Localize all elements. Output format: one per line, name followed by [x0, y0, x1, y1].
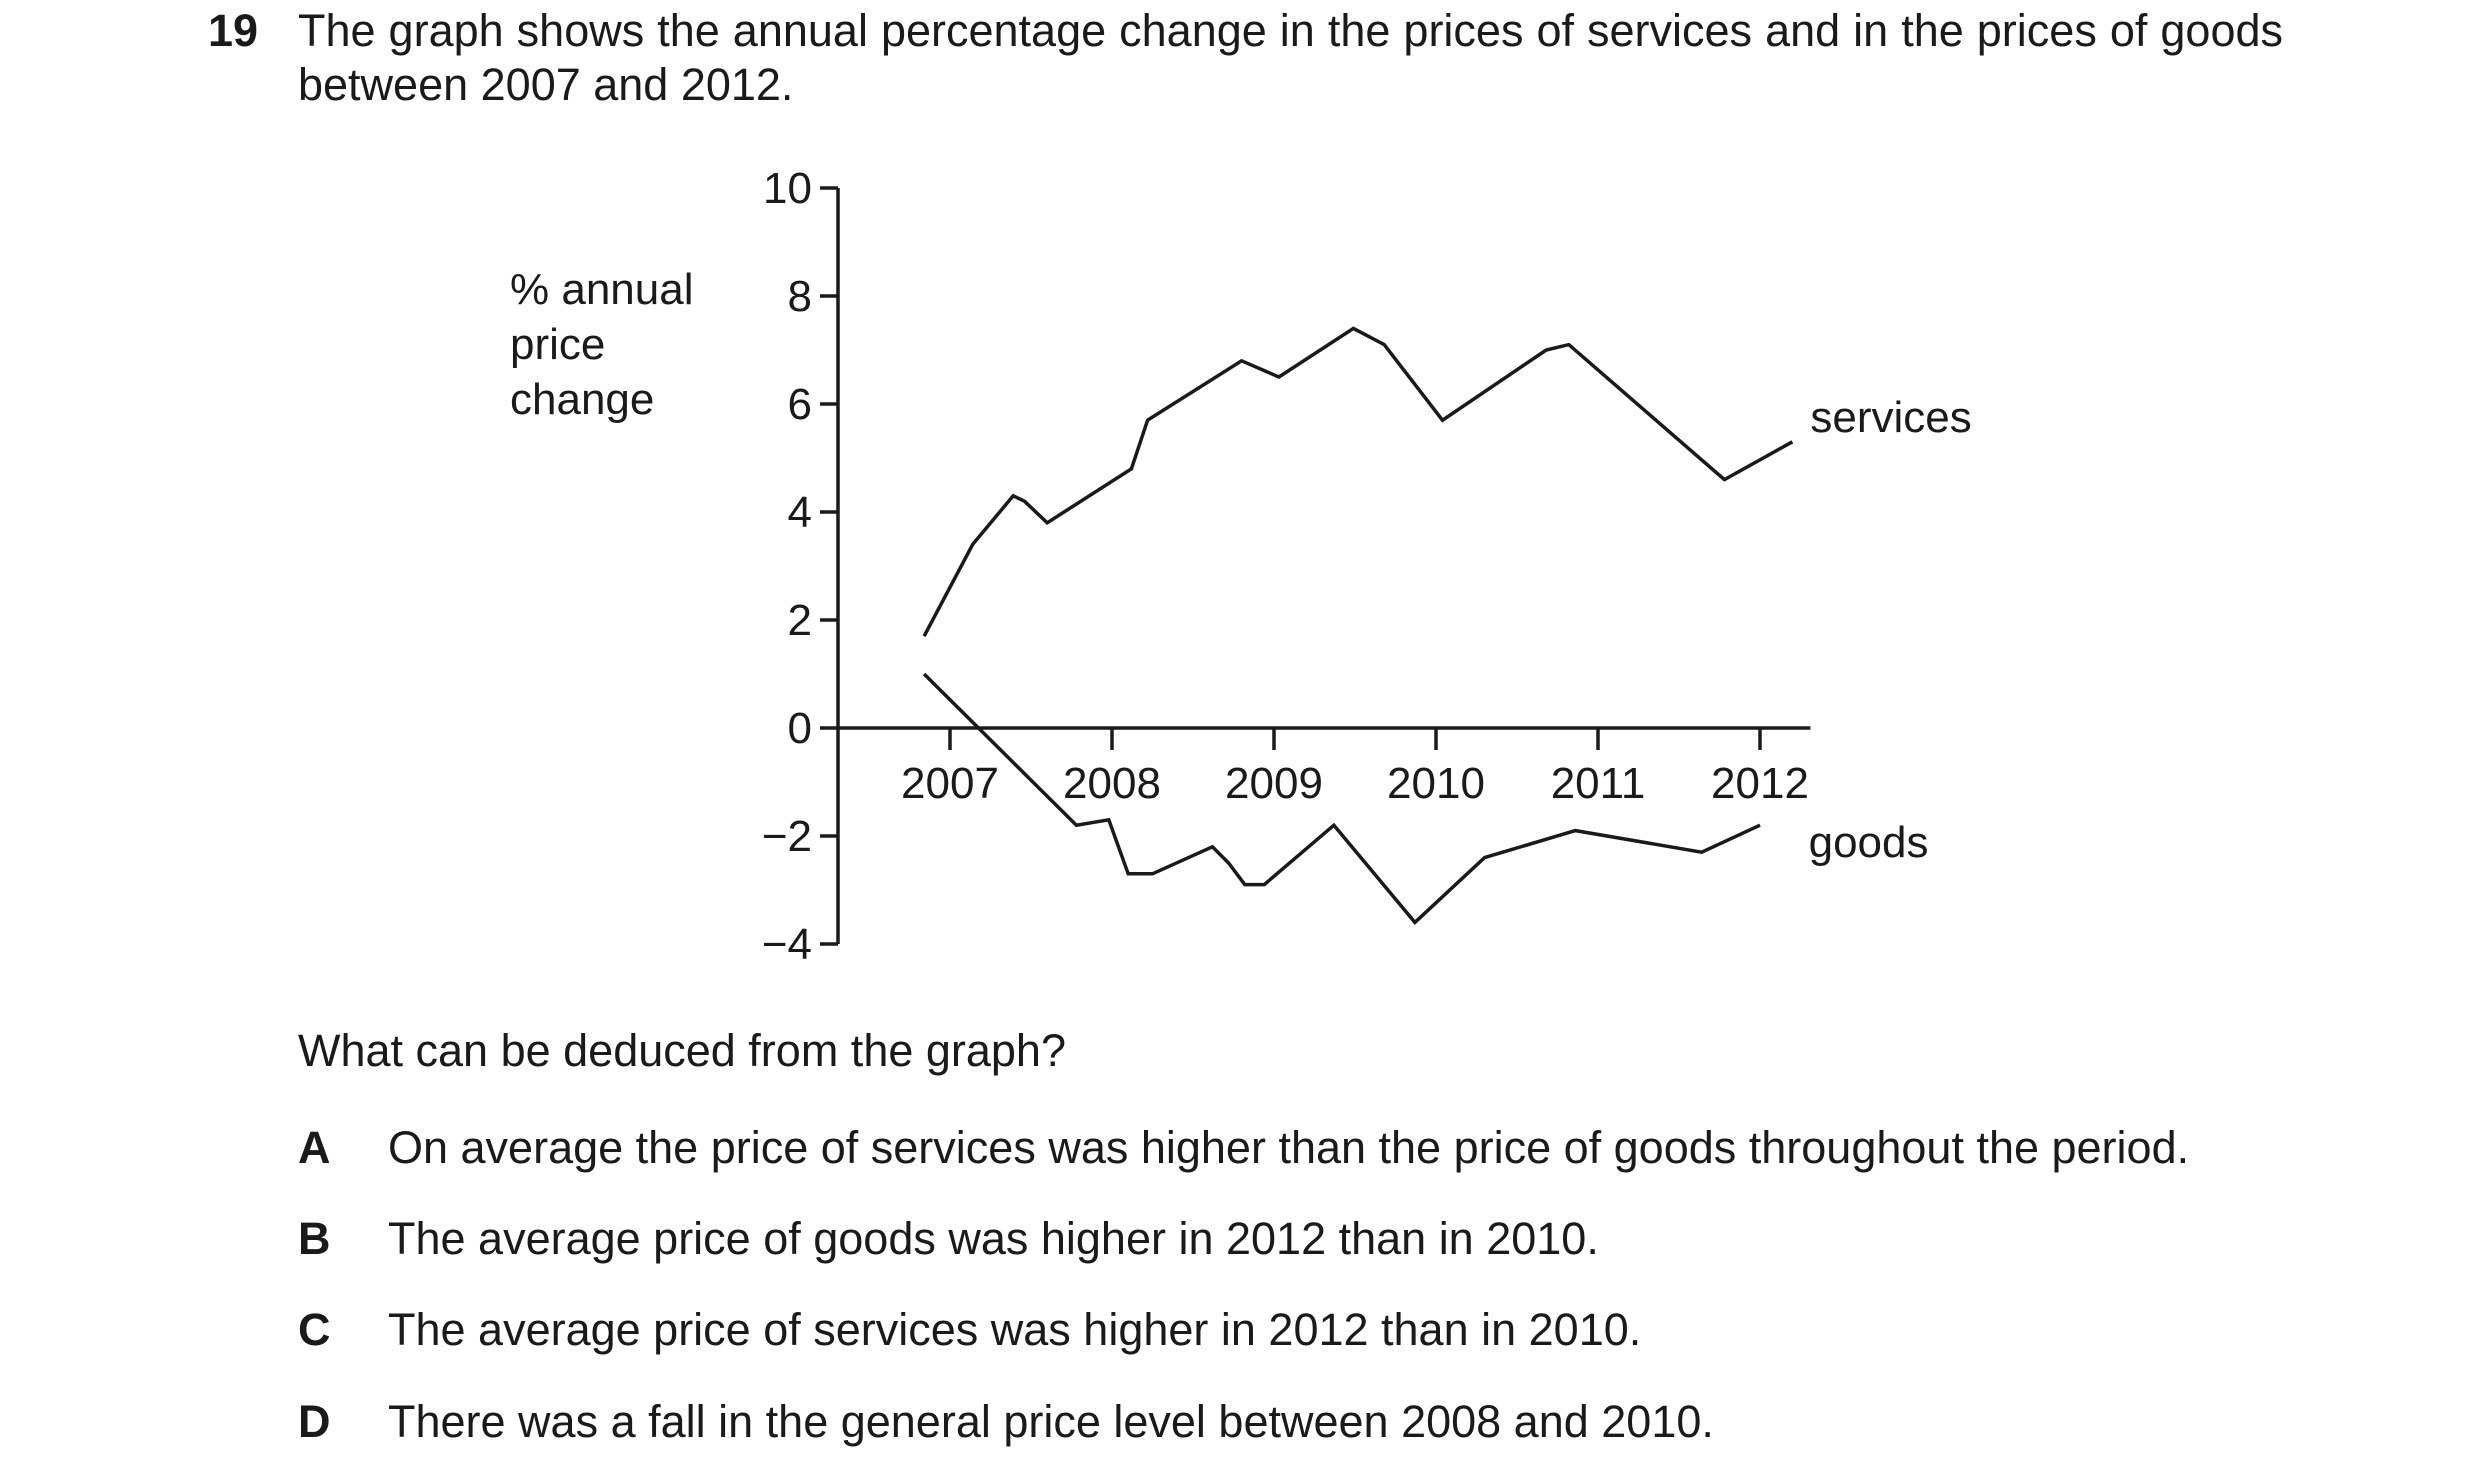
y-tick-label: 8: [788, 272, 812, 321]
series-label-services: services: [1810, 393, 1971, 442]
question-number: 19: [208, 5, 259, 56]
x-tick-label: 2009: [1225, 759, 1323, 808]
series-line-services: [922, 326, 1794, 638]
option-text: There was a fall in the general price le…: [388, 1396, 1714, 1447]
option-letter: B: [298, 1213, 331, 1264]
option-d[interactable]: D There was a fall in the general price l…: [298, 1395, 1714, 1449]
option-text: On average the price of services was hig…: [388, 1122, 2190, 1173]
option-letter: D: [298, 1396, 331, 1447]
x-tick-label: 2012: [1711, 759, 1809, 808]
y-tick-label: 0: [788, 704, 812, 753]
option-letter: A: [298, 1122, 331, 1173]
y-axis-label: % annual price change: [510, 265, 693, 424]
option-c[interactable]: C The average price of services was highe…: [298, 1303, 1641, 1357]
option-text: The average price of goods was higher in…: [388, 1213, 1599, 1264]
line-chart: % annual price change 10 8 6 4 2 0 −2 −4 2007 2008 2…: [510, 164, 1972, 969]
chart-axes: 10 8 6 4 2 0 −2 −4 2007 2008 2009 2010 2011 2012: [762, 164, 1811, 969]
option-text: The average price of services was higher…: [388, 1304, 1642, 1355]
y-tick-label: −4: [762, 920, 812, 969]
option-a[interactable]: A On average the price of services was hi…: [298, 1121, 2189, 1175]
x-tick-label: 2007: [901, 759, 999, 808]
y-axis-label-line: change: [510, 375, 654, 424]
y-axis-label-line: price: [510, 320, 605, 369]
option-letter: C: [298, 1304, 331, 1355]
y-axis-label-line: % annual: [510, 265, 693, 314]
x-tick-label: 2011: [1551, 759, 1646, 808]
y-tick-label: −2: [762, 812, 812, 861]
question-prompt: What can be deduced from the graph?: [298, 1025, 1066, 1076]
y-tick-label: 2: [788, 596, 812, 645]
chart-series: services goods: [922, 326, 1972, 925]
y-tick-label: 4: [788, 488, 812, 537]
y-tick-label: 10: [763, 164, 812, 213]
option-b[interactable]: B The average price of goods was higher i…: [298, 1212, 1599, 1266]
series-line-goods: [922, 672, 1761, 925]
x-tick-label: 2008: [1063, 759, 1161, 808]
series-label-goods: goods: [1809, 818, 1929, 867]
question-text: The graph shows the annual percentage ch…: [298, 5, 2283, 110]
y-tick-label: 6: [788, 380, 812, 429]
x-tick-label: 2010: [1387, 759, 1485, 808]
